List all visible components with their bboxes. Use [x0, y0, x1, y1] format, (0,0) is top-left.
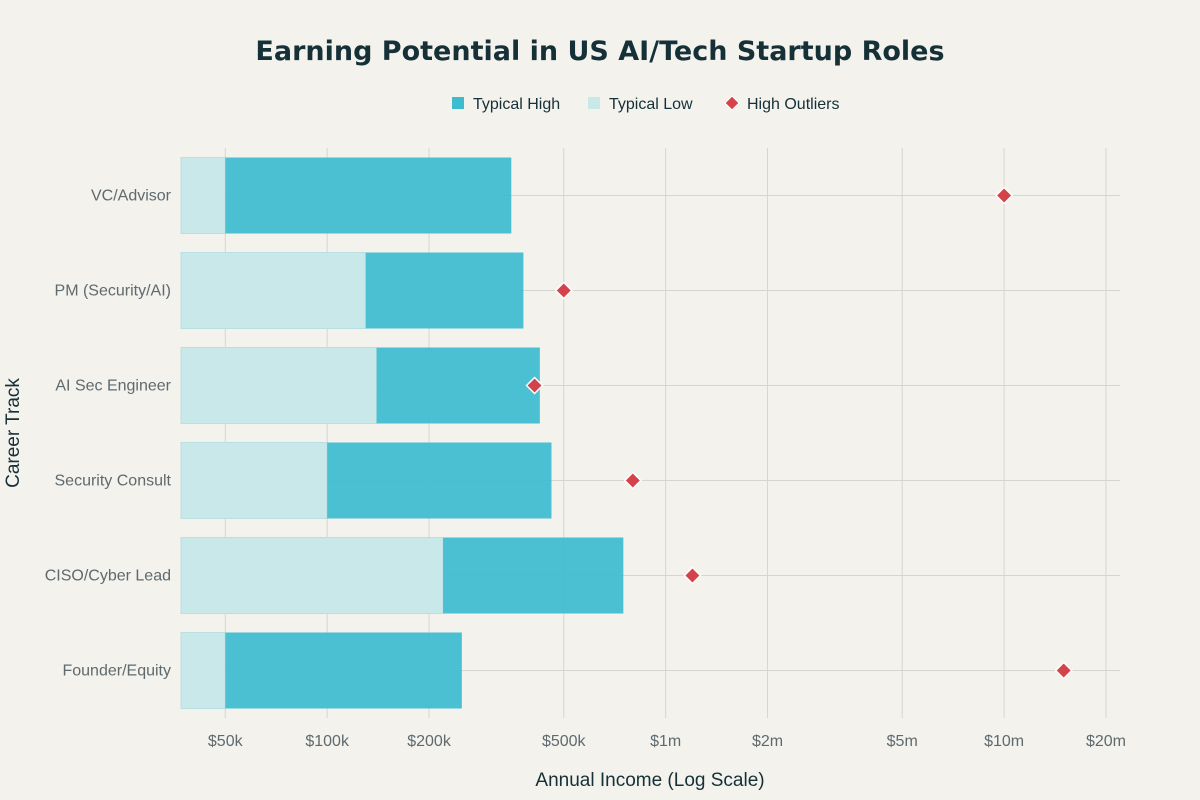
- y-axis-ticks: VC/Advisor PM (Security/AI) AI Sec Enginee…: [45, 188, 172, 680]
- legend-item-typical-low[interactable]: Typical Low: [588, 96, 693, 113]
- x-tick-label: $2m: [752, 733, 783, 750]
- bar-typical-high-vc-advisor[interactable]: [225, 157, 512, 234]
- legend-label-typical-low: Typical Low: [609, 96, 693, 113]
- y-tick-label-pm-security-ai: PM (Security/AI): [55, 283, 171, 300]
- outlier-point-security-consult[interactable]: [623, 471, 642, 490]
- x-tick-label: $100k: [305, 733, 350, 750]
- bar-typical-low-founder-equity[interactable]: [180, 632, 226, 709]
- x-tick-label: $500k: [542, 733, 587, 750]
- x-tick-label: $50k: [208, 733, 244, 750]
- bar-typical-low-vc-advisor[interactable]: [180, 157, 226, 234]
- outlier-point-vc-advisor[interactable]: [995, 186, 1014, 205]
- x-axis-title: Annual Income (Log Scale): [535, 770, 764, 791]
- outlier-point-ciso-cyber-lead[interactable]: [683, 566, 702, 585]
- outlier-markers: [525, 186, 1073, 680]
- bar-typical-low-security-consult[interactable]: [180, 442, 328, 519]
- y-tick-label-founder-equity: Founder/Equity: [62, 663, 171, 680]
- legend-swatch-high-outliers: [724, 95, 740, 111]
- legend-swatch-typical-high: [452, 97, 464, 109]
- legend-swatch-typical-low: [588, 97, 600, 109]
- legend-label-high-outliers: High Outliers: [747, 96, 839, 113]
- bar-typical-high-ai-sec-engineer[interactable]: [376, 347, 540, 424]
- typical-low-bars: [180, 157, 444, 709]
- typical-high-bars: [225, 157, 624, 709]
- outlier-point-ai-sec-engineer[interactable]: [525, 376, 544, 395]
- x-tick-label: $10m: [984, 733, 1024, 750]
- y-tick-label-security-consult: Security Consult: [55, 473, 172, 490]
- outlier-point-pm-security-ai[interactable]: [554, 281, 573, 300]
- legend[interactable]: Typical High Typical Low High Outliers: [452, 95, 839, 113]
- outlier-point-founder-equity[interactable]: [1054, 661, 1073, 680]
- y-axis-title: Career Track: [3, 378, 24, 488]
- x-tick-label: $200k: [407, 733, 452, 750]
- bar-typical-low-ciso-cyber-lead[interactable]: [180, 537, 444, 614]
- bar-typical-high-founder-equity[interactable]: [225, 632, 462, 709]
- y-tick-label-vc-advisor: VC/Advisor: [91, 188, 172, 205]
- bar-typical-low-pm-security-ai[interactable]: [180, 252, 367, 329]
- bar-typical-high-pm-security-ai[interactable]: [365, 252, 524, 329]
- x-axis-ticks: $50k $100k $200k $500k $1m $2m $5m $10m $20m: [208, 733, 1126, 750]
- bar-typical-high-security-consult[interactable]: [327, 442, 552, 519]
- legend-label-typical-high: Typical High: [473, 96, 560, 113]
- y-tick-label-ciso-cyber-lead: CISO/Cyber Lead: [45, 568, 171, 585]
- x-tick-label: $20m: [1086, 733, 1126, 750]
- chart-title: Earning Potential in US AI/Tech Startup …: [255, 36, 944, 67]
- bar-typical-low-ai-sec-engineer[interactable]: [180, 347, 378, 424]
- x-tick-label: $5m: [887, 733, 918, 750]
- x-tick-label: $1m: [650, 733, 681, 750]
- legend-item-high-outliers[interactable]: High Outliers: [724, 95, 839, 113]
- legend-item-typical-high[interactable]: Typical High: [452, 96, 560, 113]
- bar-typical-high-ciso-cyber-lead[interactable]: [443, 537, 624, 614]
- y-tick-label-ai-sec-engineer: AI Sec Engineer: [55, 378, 171, 395]
